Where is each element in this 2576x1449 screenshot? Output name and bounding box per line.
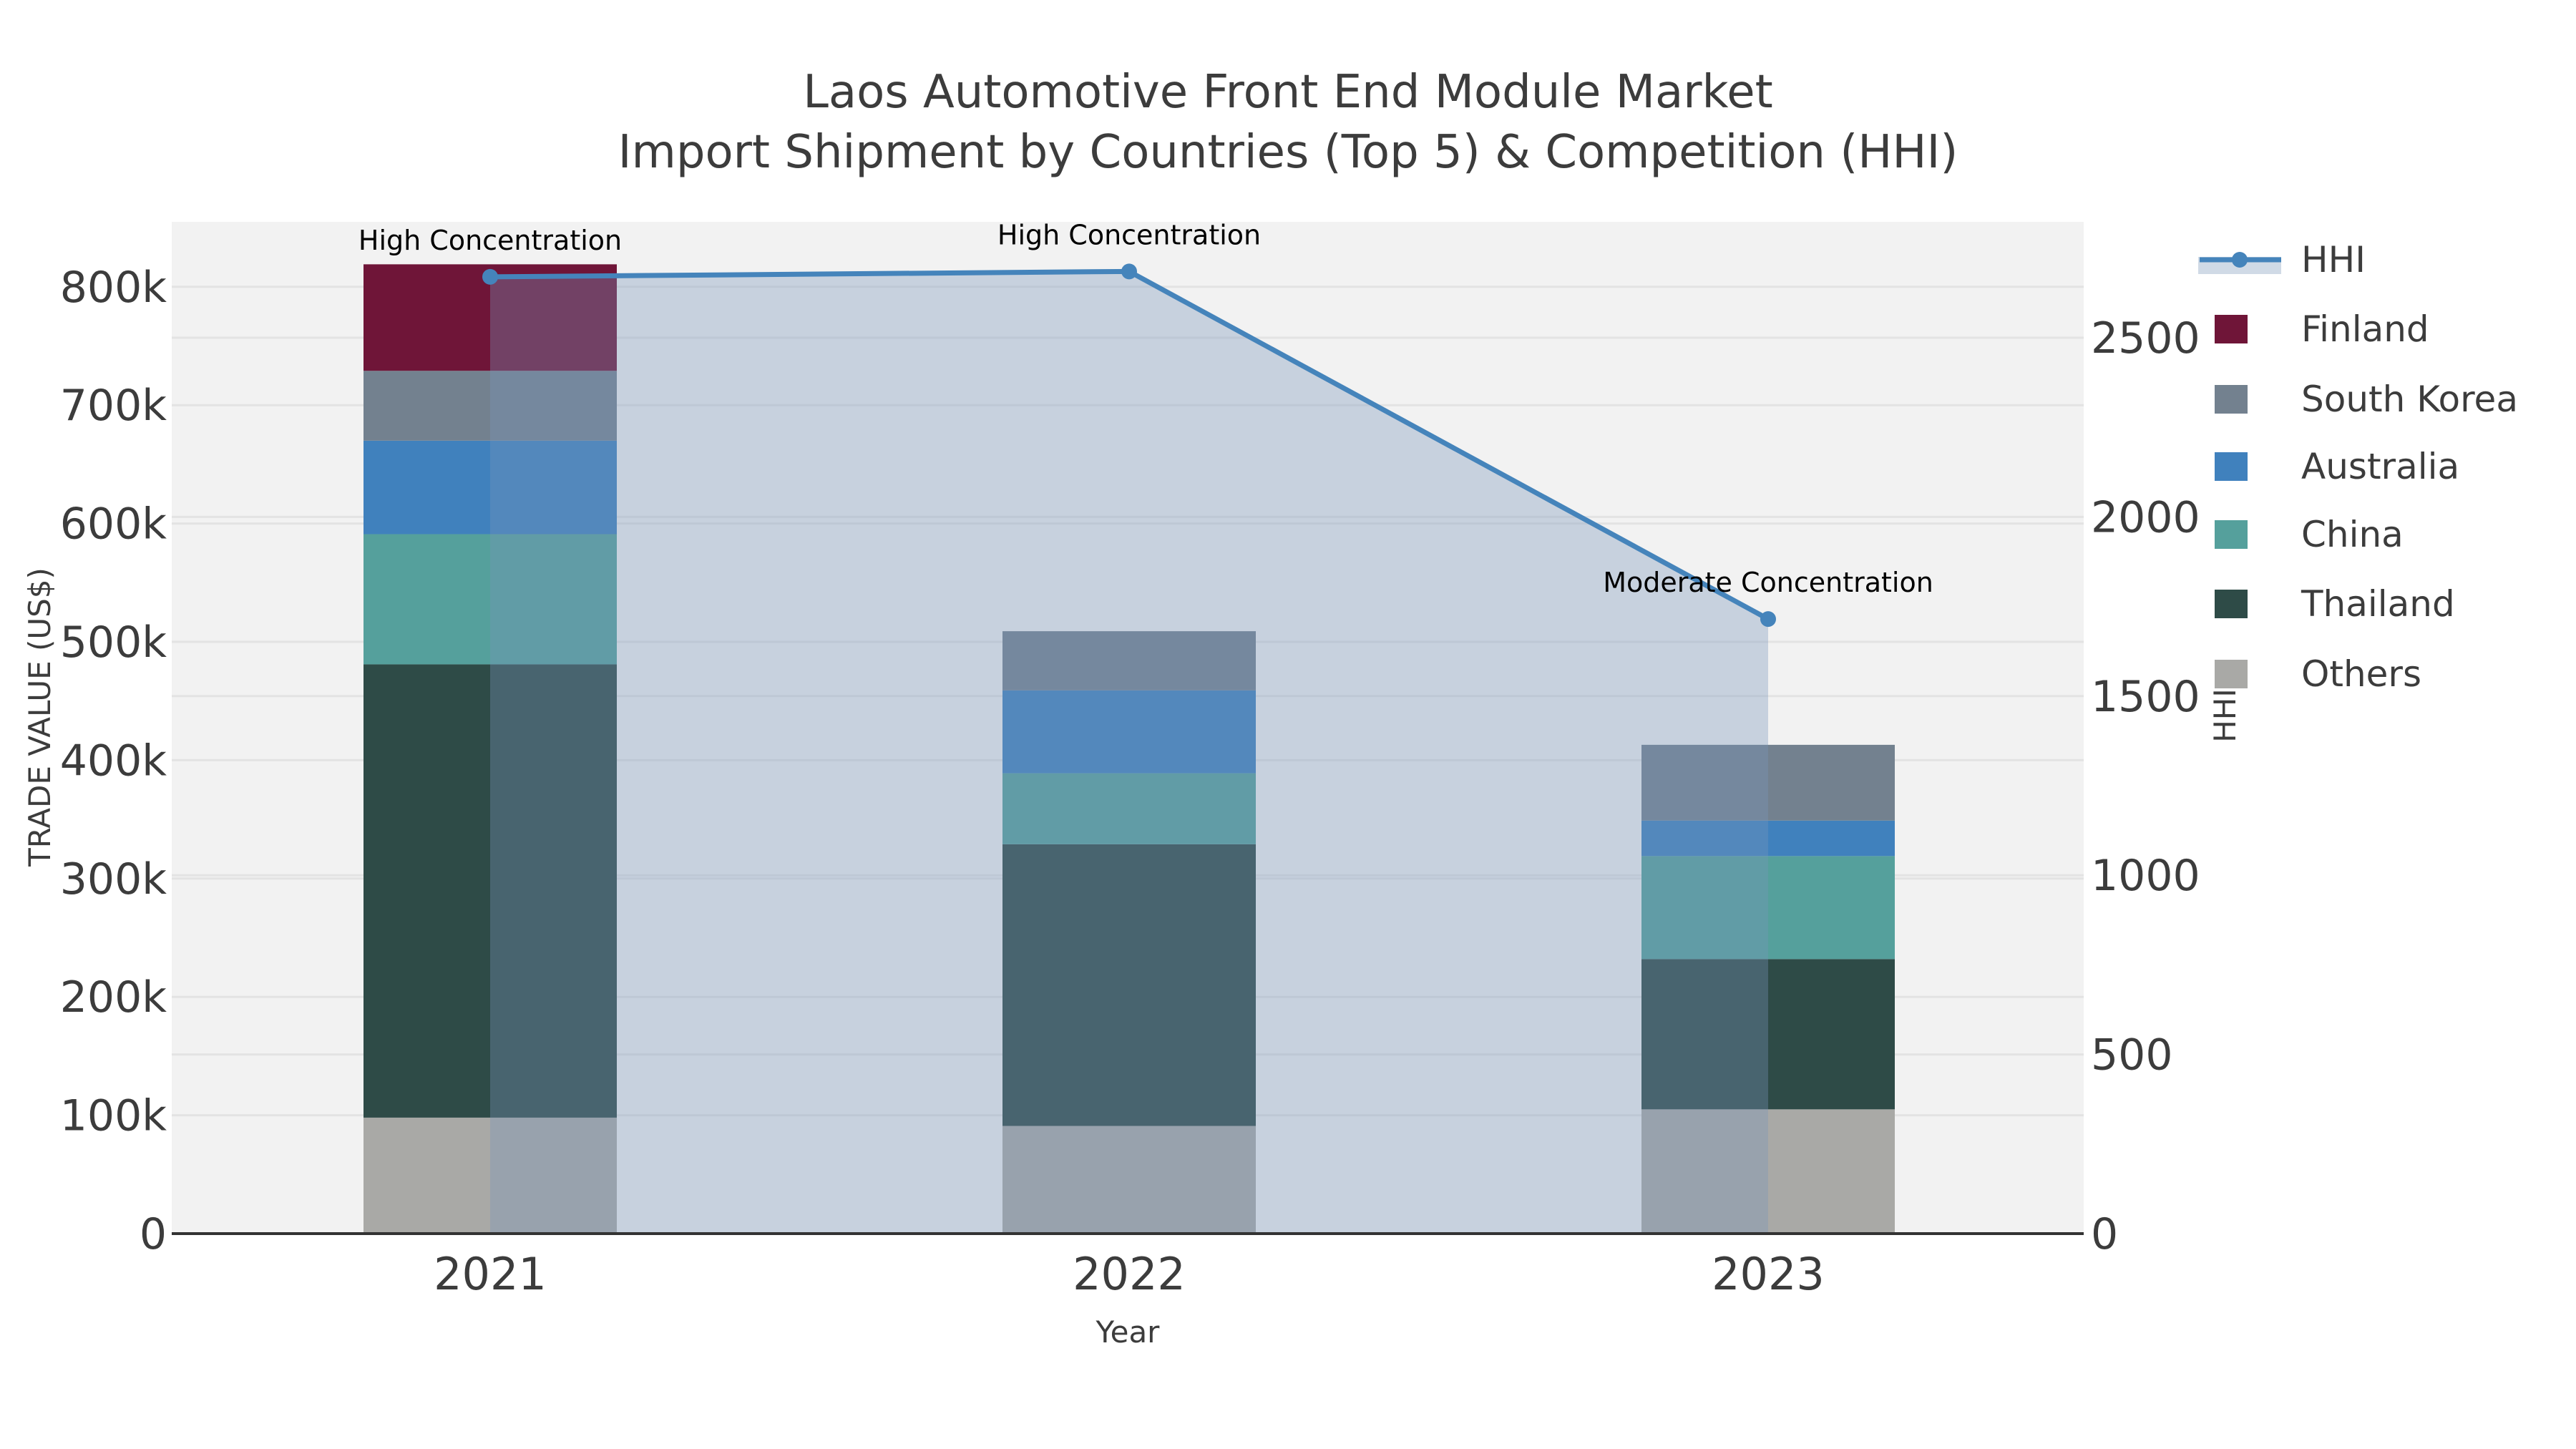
bar-segment-2021-china [364, 534, 617, 665]
annotation-label-2022: High Concentration [997, 219, 1261, 250]
hhi-marker-2023 [1760, 611, 1776, 628]
legend-swatch [2215, 385, 2248, 414]
legend-label: Others [2301, 653, 2421, 695]
chart-generated-layers: High Concentration High Concentration Mode… [60, 219, 2518, 1300]
bar-segment-2023-others [1641, 1109, 1895, 1234]
legend-swatch [2215, 452, 2248, 481]
chart-title-line1: Laos Automotive Front End Module Market [803, 66, 1773, 119]
hhi-marker-2022 [1121, 263, 1137, 280]
legend-item-finland: Finland [2215, 308, 2429, 350]
legend-hhi-marker [2232, 252, 2248, 268]
left-axis-tick-label: 400k [60, 736, 167, 786]
legend-label: Finland [2301, 308, 2429, 350]
legend-item-china: China [2215, 514, 2404, 555]
bar-segment-2021-others [364, 1117, 617, 1234]
bar-segment-2023-australia [1641, 820, 1895, 857]
annotation-label-2021: High Concentration [358, 225, 622, 256]
legend-item-hhi: HHI [2198, 239, 2366, 280]
left-axis-tick-label: 200k [60, 972, 167, 1023]
right-axis-tick-label: 2500 [2091, 313, 2200, 364]
bar-segment-2021-australia [364, 440, 617, 535]
legend-item-south-korea: South Korea [2215, 379, 2518, 420]
left-axis-tick-label: 500k [60, 618, 167, 668]
left-axis-tick-label: 100k [60, 1091, 167, 1141]
bar-segment-2022-china [1002, 773, 1256, 844]
stacked-bars [364, 264, 1895, 1234]
x-axis-title: Year [1096, 1314, 1161, 1350]
legend-swatch [2215, 315, 2248, 343]
legend-item-australia: Australia [2215, 446, 2459, 487]
bar-segment-2021-south-korea [364, 371, 617, 441]
legend-label: Australia [2301, 446, 2459, 487]
right-axis-tick-label: 2000 [2091, 492, 2200, 542]
bar-segment-2022-australia [1002, 690, 1256, 774]
right-axis-tick-label: 0 [2091, 1209, 2118, 1259]
left-axis-tick-label: 300k [60, 854, 167, 904]
x-axis-tick-label-2022: 2022 [1073, 1248, 1186, 1300]
legend-swatch [2215, 520, 2248, 549]
right-axis-tick-label: 1000 [2091, 851, 2200, 901]
legend-item-thailand: Thailand [2215, 583, 2455, 625]
right-axis-tick-label: 500 [2091, 1030, 2173, 1080]
x-axis-tick-label-2023: 2023 [1712, 1248, 1825, 1300]
hhi-area-fill [490, 271, 1768, 1234]
hhi-marker-2021 [482, 268, 498, 285]
bar-segment-2021-thailand [364, 664, 617, 1118]
legend-swatch [2215, 660, 2248, 688]
left-axis-tick-label: 800k [60, 263, 167, 313]
chart-title-line2: Import Shipment by Countries (Top 5) & C… [618, 126, 1958, 179]
left-axis-tick-label: 600k [60, 499, 167, 550]
legend-item-others: Others [2215, 653, 2421, 695]
legend: HHI Finland South Korea Australia China Thail… [2198, 239, 2518, 695]
bar-segment-2022-thailand [1002, 844, 1256, 1126]
bar-segment-2022-south-korea [1002, 631, 1256, 691]
legend-label: South Korea [2301, 379, 2518, 420]
legend-label: HHI [2301, 239, 2366, 280]
left-axis-title: TRADE VALUE (US$) [22, 567, 57, 867]
legend-label: Thailand [2301, 583, 2455, 625]
bar-segment-2023-thailand [1641, 959, 1895, 1110]
legend-swatch [2215, 590, 2248, 618]
x-axis-tick-label-2021: 2021 [434, 1248, 547, 1300]
annotation-label-2023: Moderate Concentration [1603, 567, 1933, 598]
bar-segment-2022-others [1002, 1126, 1256, 1234]
left-axis-tick-label: 0 [140, 1209, 167, 1259]
right-axis-title: HHI [2207, 688, 2243, 743]
left-axis-tick-label: 700k [60, 381, 167, 431]
legend-label: China [2301, 514, 2404, 555]
bar-segment-2023-south-korea [1641, 744, 1895, 821]
right-axis-tick-label: 1500 [2091, 672, 2200, 722]
bar-segment-2023-china [1641, 856, 1895, 960]
